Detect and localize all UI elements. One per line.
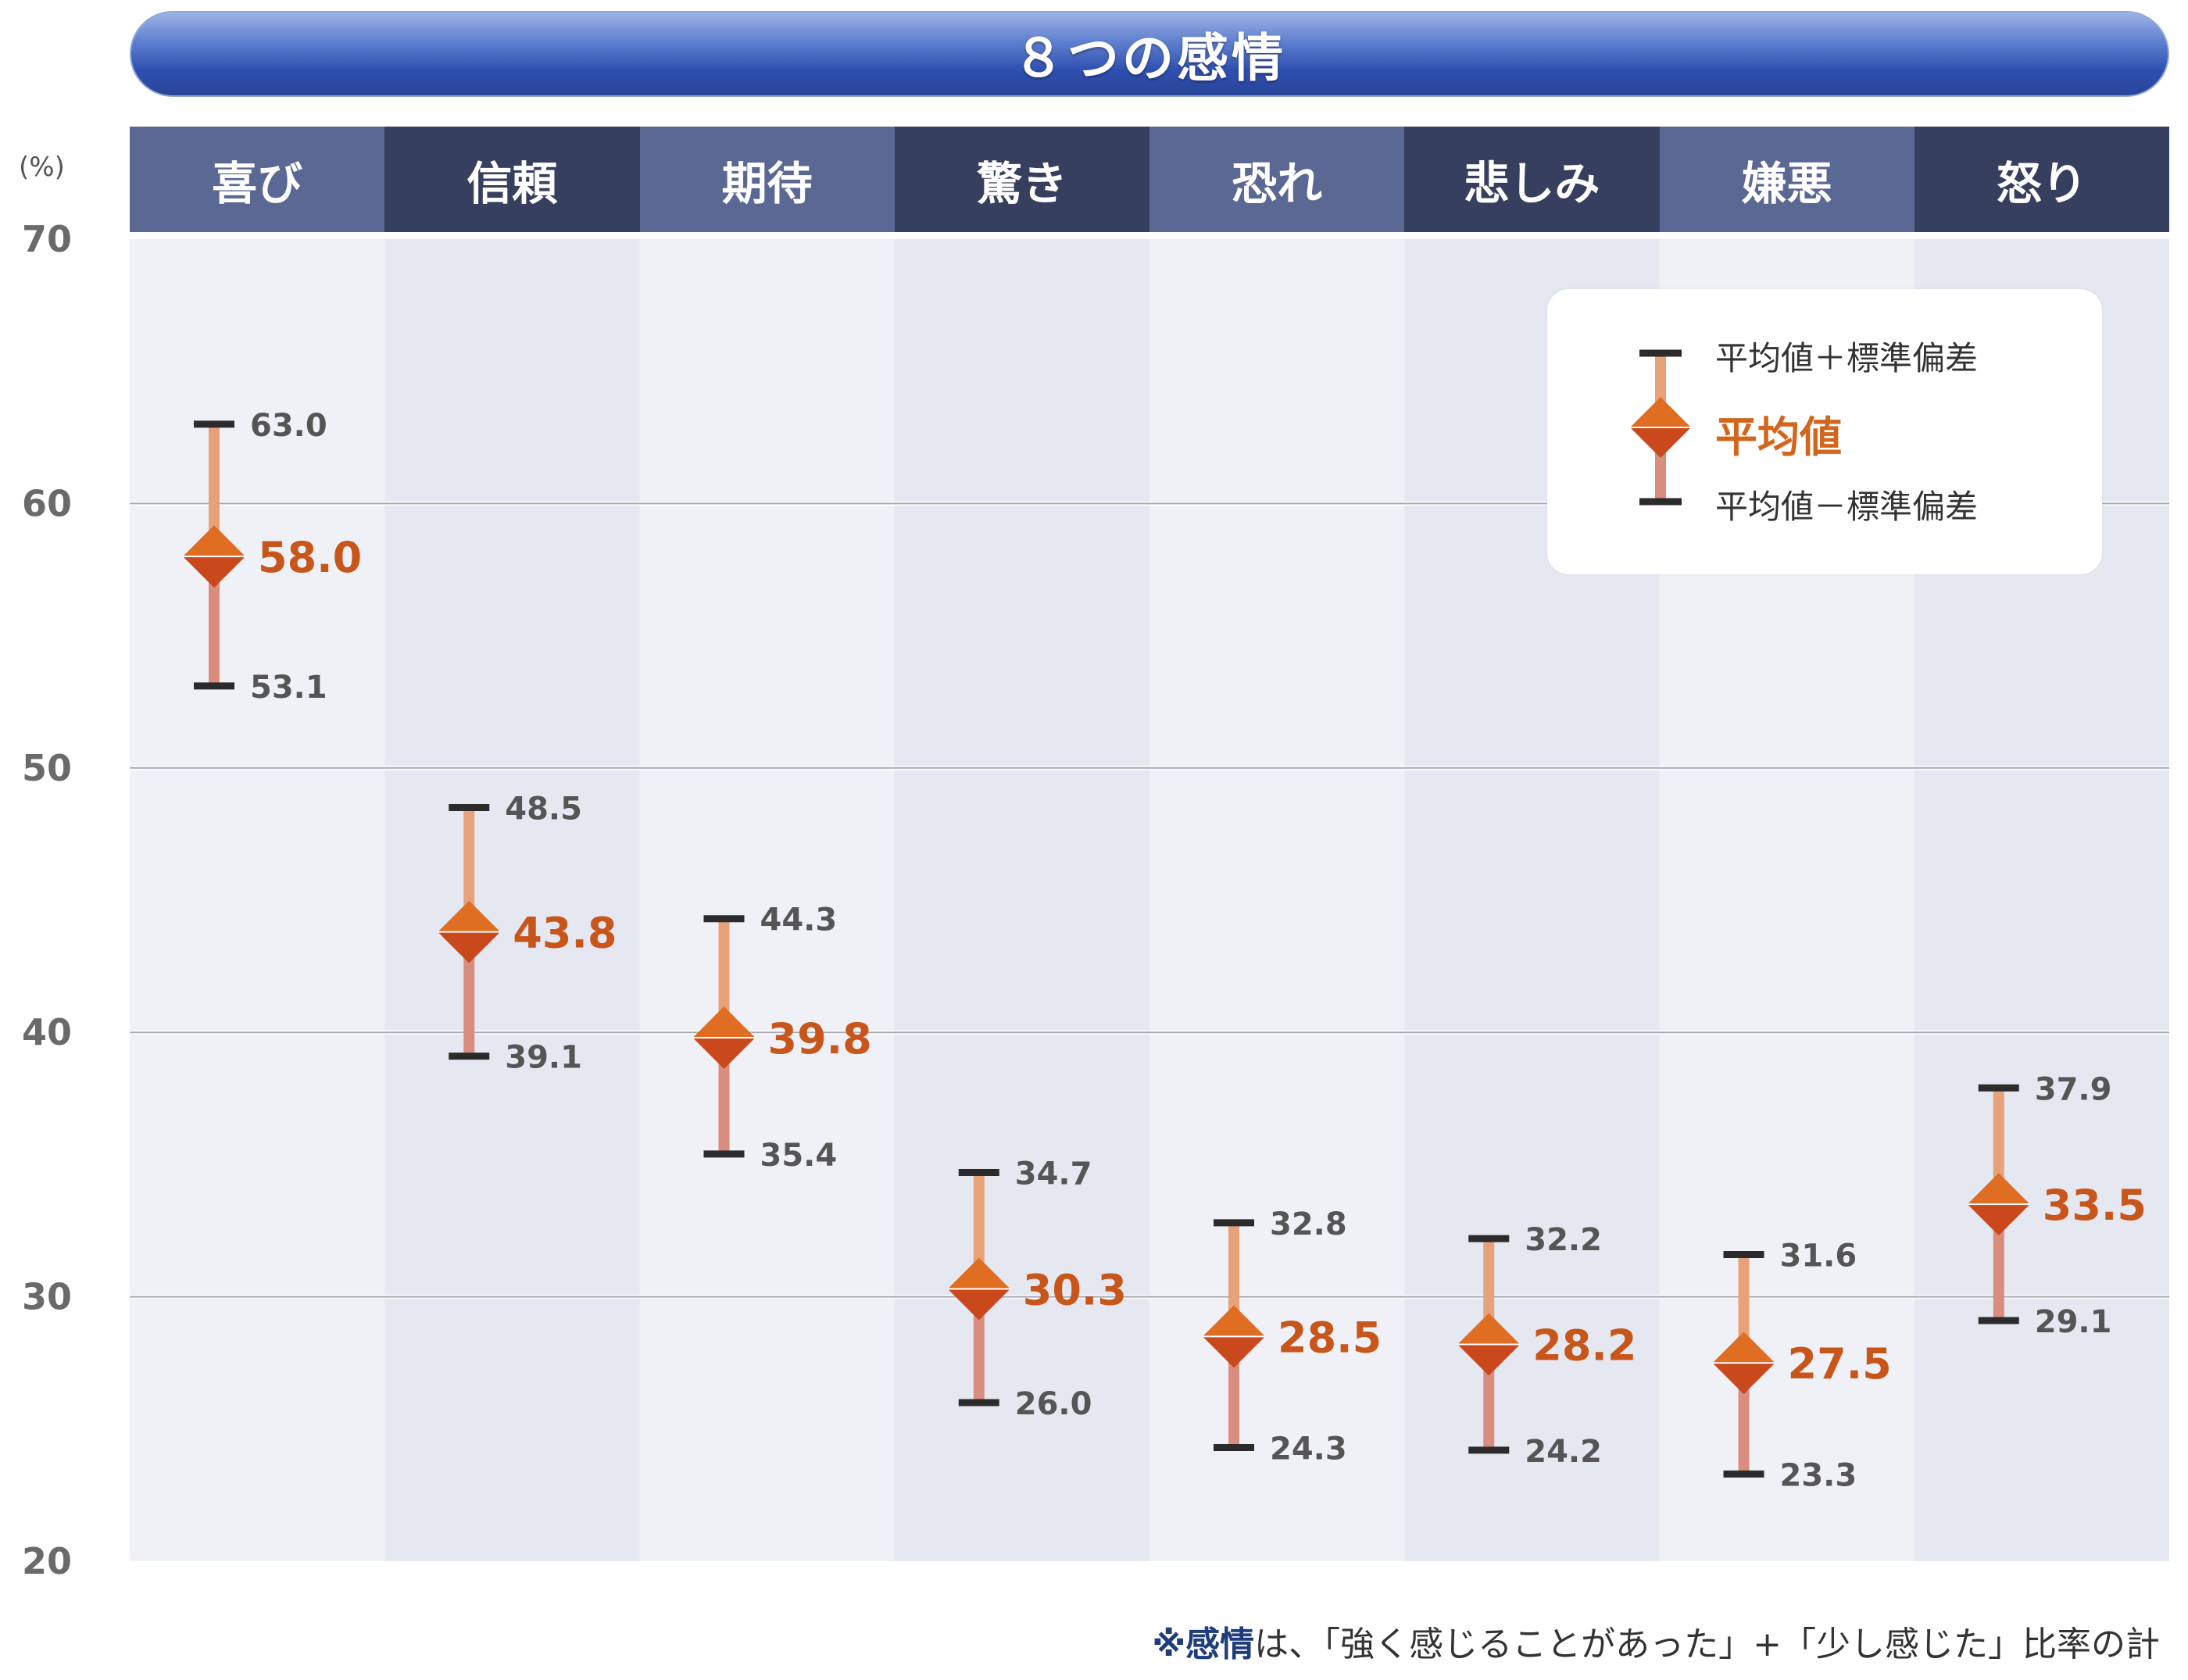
mean-value-label: 28.5 <box>1278 1313 1382 1362</box>
column-background <box>384 239 640 1561</box>
mean-marker-bottom <box>947 1289 1010 1321</box>
mean-marker-bottom <box>692 1037 756 1069</box>
mean-value-label: 30.3 <box>1023 1265 1127 1314</box>
column-background <box>1149 239 1405 1561</box>
category-header: 喜び <box>130 127 385 232</box>
mean-marker-top <box>438 900 501 932</box>
upper-value-label: 32.8 <box>1270 1206 1347 1242</box>
upper-value-label: 34.7 <box>1015 1156 1092 1192</box>
legend-upper-label: 平均値＋標準偏差 <box>1715 339 1979 377</box>
y-tick-label: 40 <box>22 1011 72 1053</box>
lower-value-label: 39.1 <box>505 1040 582 1076</box>
category-header: 嫌悪 <box>1659 127 1914 232</box>
mean-marker-top <box>692 1006 756 1038</box>
lower-value-label: 29.1 <box>2035 1304 2112 1340</box>
mean-marker-top <box>1967 1173 2030 1205</box>
lower-value-label: 53.1 <box>250 670 327 706</box>
legend-mean-label: 平均値 <box>1715 413 1842 462</box>
chart-title: ８つの感情 <box>1013 28 1286 88</box>
legend-mean-marker-top <box>1630 397 1691 427</box>
category-header: 驚き <box>894 127 1149 232</box>
upper-value-label: 32.2 <box>1525 1222 1602 1258</box>
mean-marker-top <box>183 525 245 557</box>
chart-title-banner: ８つの感情 <box>130 11 2169 97</box>
mean-marker-bottom <box>438 931 501 963</box>
y-axis-unit-label: (%) <box>19 152 65 183</box>
upper-value-label: 44.3 <box>760 903 838 938</box>
lower-value-label: 23.3 <box>1780 1457 1857 1493</box>
category-header-row: 喜び 信頼 期待 驚き 恐れ 悲しみ 嫌悪 怒り <box>130 127 2169 232</box>
mean-marker-bottom <box>183 556 245 588</box>
category-header: 悲しみ <box>1404 127 1660 232</box>
mean-value-label: 43.8 <box>513 909 617 958</box>
footnote-text: は、「強く感じることがあった」+「少し感じた」比率の計 <box>1254 1625 2160 1664</box>
y-tick-label: 70 <box>22 218 72 260</box>
upper-value-label: 63.0 <box>250 408 327 444</box>
column-background <box>639 239 895 1561</box>
y-tick-label: 30 <box>22 1276 72 1318</box>
mean-marker-bottom <box>1967 1204 2030 1236</box>
upper-value-label: 31.6 <box>1780 1238 1857 1274</box>
lower-value-label: 26.0 <box>1015 1386 1092 1422</box>
legend-mean-marker-bottom <box>1630 427 1691 458</box>
category-header: 期待 <box>639 127 895 232</box>
category-header: 恐れ <box>1149 127 1405 232</box>
lower-value-label: 35.4 <box>760 1138 838 1174</box>
lower-value-label: 24.3 <box>1270 1431 1347 1467</box>
mean-marker-top <box>1712 1331 1775 1364</box>
lower-value-label: 24.2 <box>1525 1434 1602 1470</box>
category-header: 怒り <box>1914 127 2169 232</box>
mean-marker-top <box>1457 1313 1521 1345</box>
upper-value-label: 37.9 <box>2035 1071 2112 1107</box>
mean-marker-bottom <box>1457 1344 1521 1376</box>
column-background <box>130 239 385 1561</box>
column-background <box>894 239 1149 1561</box>
footnote-bold: ※感情 <box>1152 1625 1255 1664</box>
mean-marker-bottom <box>1203 1336 1265 1368</box>
mean-value-label: 58.0 <box>258 533 362 582</box>
footnote: ※感情は、「強く感じることがあった」+「少し感じた」比率の計 <box>1152 1616 2160 1666</box>
mean-marker-bottom <box>1712 1363 1775 1395</box>
mean-value-label: 28.2 <box>1532 1321 1636 1371</box>
legend-lower-label: 平均値－標準偏差 <box>1715 488 1979 526</box>
y-tick-label: 60 <box>22 482 72 524</box>
y-tick-label: 50 <box>22 747 72 789</box>
mean-marker-top <box>1203 1305 1265 1337</box>
mean-value-label: 33.5 <box>2043 1181 2147 1230</box>
mean-value-label: 39.8 <box>768 1014 872 1063</box>
mean-value-label: 27.5 <box>1788 1339 1892 1389</box>
y-tick-label: 20 <box>22 1540 72 1582</box>
legend: 平均値＋標準偏差 平均値 平均値－標準偏差 <box>1547 289 2102 574</box>
upper-value-label: 48.5 <box>505 792 582 827</box>
mean-marker-top <box>947 1257 1010 1289</box>
category-header: 信頼 <box>384 127 640 232</box>
